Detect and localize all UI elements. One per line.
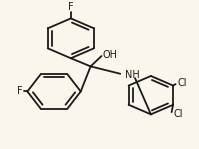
Text: Cl: Cl [174,109,183,119]
Text: NH: NH [125,69,140,80]
Text: OH: OH [102,50,117,60]
Text: F: F [68,2,74,12]
Text: F: F [17,86,22,96]
Text: Cl: Cl [178,78,187,88]
